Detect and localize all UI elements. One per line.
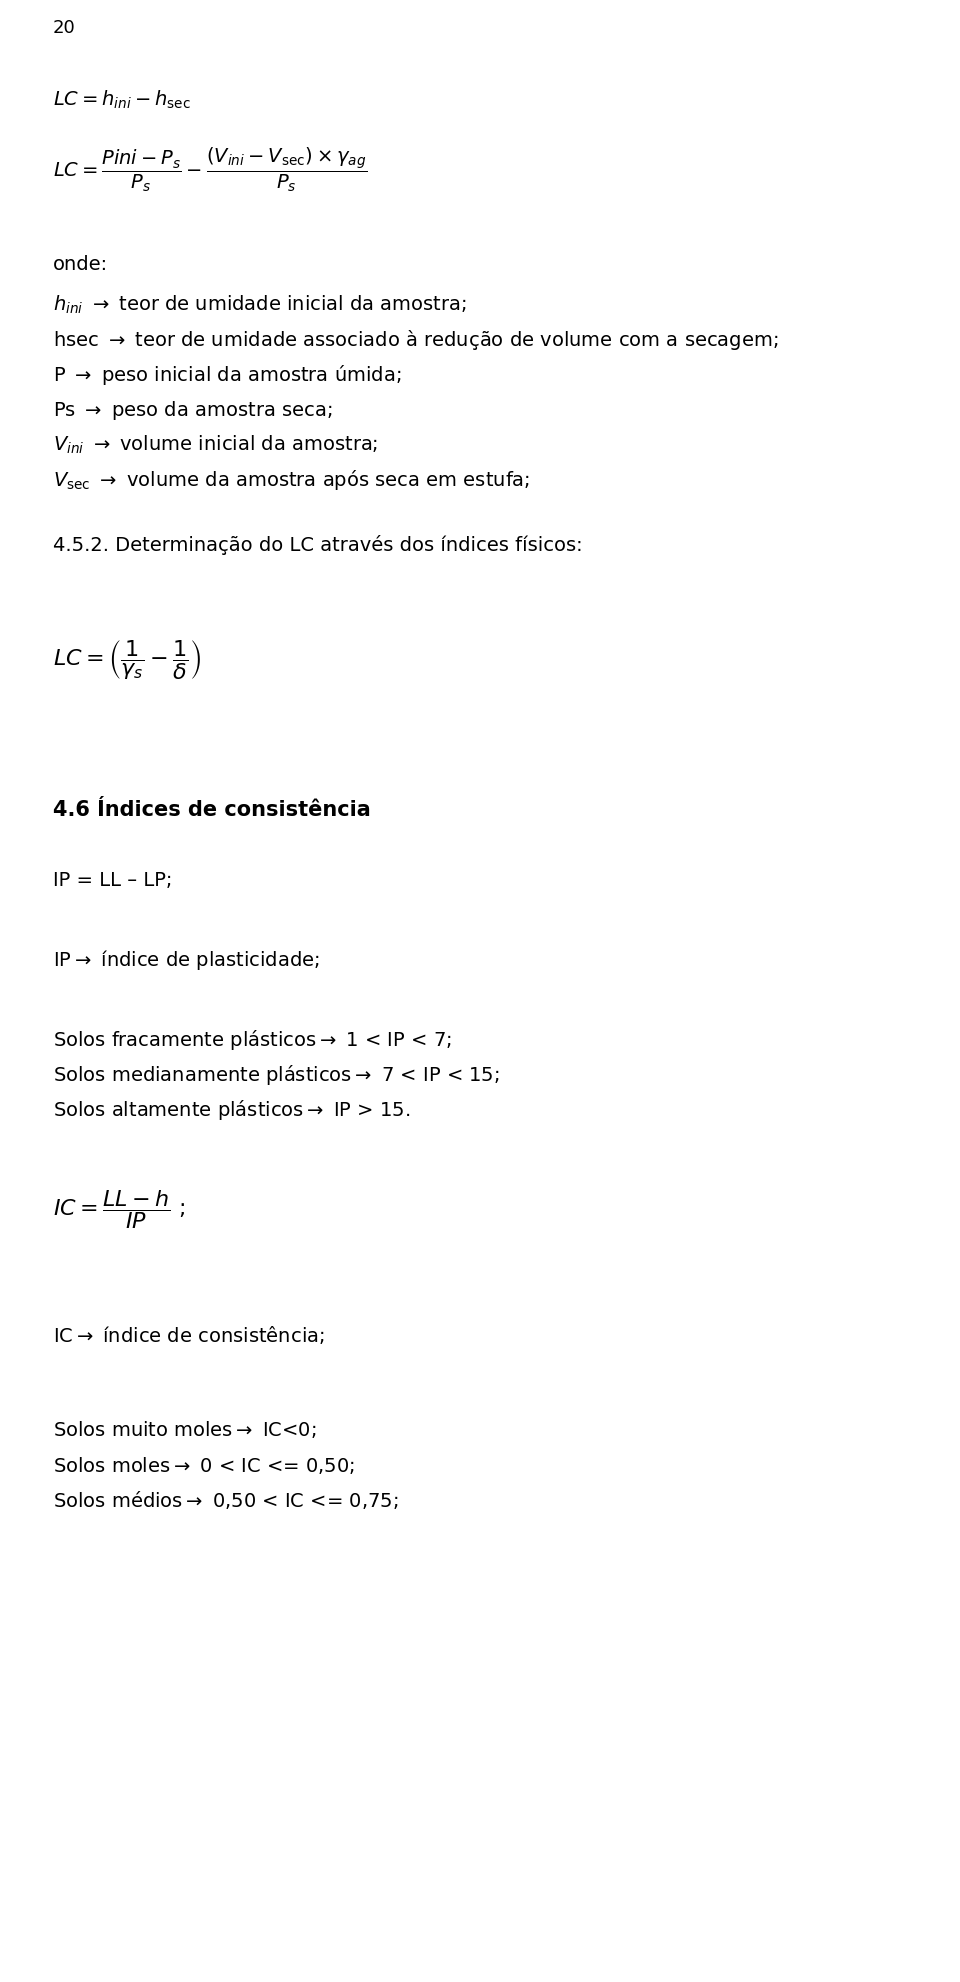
Text: 4.5.2. Determinação do LC através dos índices físicos:: 4.5.2. Determinação do LC através dos ín…: [53, 535, 583, 555]
Text: $h_{ini}$ $\rightarrow$ teor de umidade inicial da amostra;: $h_{ini}$ $\rightarrow$ teor de umidade …: [53, 293, 467, 315]
Text: hsec $\rightarrow$ teor de umidade associado à redução de volume com a secagem;: hsec $\rightarrow$ teor de umidade assoc…: [53, 327, 779, 353]
Text: Solos fracamente plásticos$\rightarrow$ 1 < IP < 7;: Solos fracamente plásticos$\rightarrow$ …: [53, 1027, 451, 1052]
Text: Solos altamente plásticos$\rightarrow$ IP > 15.: Solos altamente plásticos$\rightarrow$ I…: [53, 1098, 410, 1122]
Text: IP$\rightarrow$ índice de plasticidade;: IP$\rightarrow$ índice de plasticidade;: [53, 947, 320, 971]
Text: IP = LL – LP;: IP = LL – LP;: [53, 870, 172, 890]
Text: $IC = \dfrac{LL - h}{IP}$ ;: $IC = \dfrac{LL - h}{IP}$ ;: [53, 1187, 185, 1231]
Text: $LC = \left(\dfrac{1}{\gamma_s} - \dfrac{1}{\delta}\right)$: $LC = \left(\dfrac{1}{\gamma_s} - \dfrac…: [53, 638, 201, 682]
Text: Ps $\rightarrow$ peso da amostra seca;: Ps $\rightarrow$ peso da amostra seca;: [53, 398, 332, 422]
Text: $V_{ini}$ $\rightarrow$ volume inicial da amostra;: $V_{ini}$ $\rightarrow$ volume inicial d…: [53, 434, 378, 456]
Text: onde:: onde:: [53, 256, 108, 274]
Text: $LC = h_{ini} - h_{\mathrm{sec}}$: $LC = h_{ini} - h_{\mathrm{sec}}$: [53, 89, 191, 111]
Text: 4.6 Índices de consistência: 4.6 Índices de consistência: [53, 799, 371, 821]
Text: Solos médios$\rightarrow$ 0,50 < IC <= 0,75;: Solos médios$\rightarrow$ 0,50 < IC <= 0…: [53, 1488, 398, 1510]
Text: Solos muito moles$\rightarrow$ IC<0;: Solos muito moles$\rightarrow$ IC<0;: [53, 1419, 317, 1439]
Text: 20: 20: [53, 20, 76, 38]
Text: $LC = \dfrac{Pini - P_s}{P_s} - \dfrac{(V_{ini} - V_{\mathrm{sec}}) \times \gamm: $LC = \dfrac{Pini - P_s}{P_s} - \dfrac{(…: [53, 147, 367, 194]
Text: $V_{\mathrm{sec}}$ $\rightarrow$ volume da amostra após seca em estufa;: $V_{\mathrm{sec}}$ $\rightarrow$ volume …: [53, 468, 530, 492]
Text: Solos medianamente plásticos$\rightarrow$ 7 < IP < 15;: Solos medianamente plásticos$\rightarrow…: [53, 1062, 499, 1086]
Text: Solos moles$\rightarrow$ 0 < IC <= 0,50;: Solos moles$\rightarrow$ 0 < IC <= 0,50;: [53, 1453, 354, 1475]
Text: P $\rightarrow$ peso inicial da amostra úmida;: P $\rightarrow$ peso inicial da amostra …: [53, 363, 401, 386]
Text: IC$\rightarrow$ índice de consistência;: IC$\rightarrow$ índice de consistência;: [53, 1324, 324, 1346]
